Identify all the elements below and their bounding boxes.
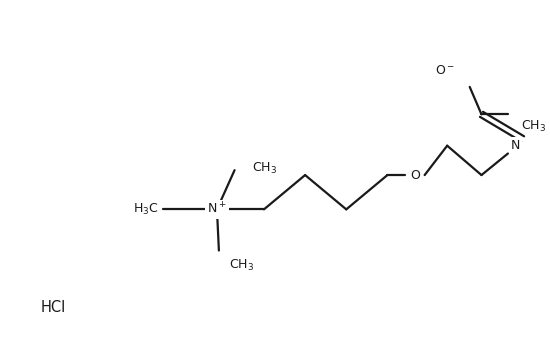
Text: CH$_3$: CH$_3$ (252, 161, 277, 176)
Text: CH$_3$: CH$_3$ (521, 119, 546, 134)
Text: H$_3$C: H$_3$C (133, 202, 158, 217)
Text: N$^+$: N$^+$ (207, 202, 227, 217)
Text: CH$_3$: CH$_3$ (229, 258, 254, 273)
Text: O: O (410, 169, 420, 182)
Text: N: N (511, 139, 520, 152)
Text: HCl: HCl (41, 300, 66, 315)
Text: O$^-$: O$^-$ (435, 64, 455, 77)
